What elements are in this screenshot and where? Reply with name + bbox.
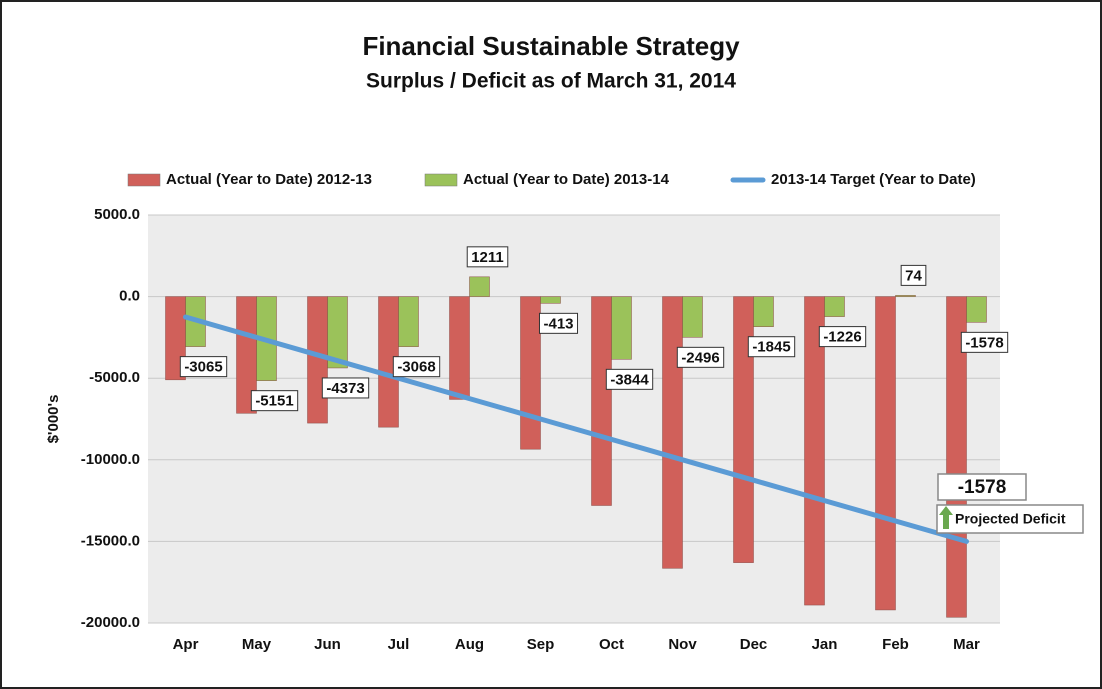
bar <box>824 296 845 317</box>
data-label-box <box>676 346 725 368</box>
data-label-box <box>605 368 654 390</box>
bar <box>449 296 470 400</box>
x-tick-label: Jun <box>314 636 341 653</box>
target-line <box>183 314 969 544</box>
y-tick-label: -10000.0 <box>81 451 140 468</box>
y-tick-label: 5000.0 <box>94 206 140 223</box>
x-tick-label: Apr <box>173 636 199 653</box>
x-tick-label: Dec <box>740 636 768 653</box>
y-tick-label: -15000.0 <box>81 532 140 549</box>
data-label-box <box>900 264 927 286</box>
annotation-box <box>936 504 1084 534</box>
x-tick-label: May <box>242 636 272 653</box>
bar <box>753 296 774 327</box>
bar <box>733 296 754 563</box>
bar <box>591 296 612 506</box>
legend-label: 2013-14 Target (Year to Date) <box>771 171 976 188</box>
x-tick-label: Sep <box>527 636 555 653</box>
bar <box>682 296 703 338</box>
bar <box>398 296 419 347</box>
legend-swatch <box>424 173 458 187</box>
data-label-box <box>466 246 509 268</box>
data-label-box <box>250 390 299 412</box>
chart-title: Financial Sustainable Strategy <box>362 31 740 61</box>
x-tick-label: Jul <box>388 636 410 653</box>
bar <box>804 296 825 606</box>
x-tick-label: Nov <box>668 636 697 653</box>
chart-subtitle: Surplus / Deficit as of March 31, 2014 <box>366 70 736 93</box>
data-label-box <box>818 326 867 348</box>
data-label: 1211 <box>471 249 504 266</box>
data-label: -413 <box>543 315 573 332</box>
bar <box>307 296 328 424</box>
x-tick-label: Aug <box>455 636 484 653</box>
y-tick-label: -5000.0 <box>89 369 140 386</box>
bar <box>469 276 490 297</box>
data-label: 74 <box>905 267 922 284</box>
legend-label: Actual (Year to Date) 2012-13 <box>166 171 372 188</box>
bar <box>520 296 541 450</box>
data-label: -4373 <box>326 380 364 397</box>
data-label: -1578 <box>965 334 1003 351</box>
data-label-box <box>179 356 228 378</box>
annotation-arrow <box>939 506 953 529</box>
data-label: -1226 <box>823 329 861 346</box>
data-label-box <box>960 331 1009 353</box>
annotation-value: -1578 <box>958 477 1007 498</box>
bar <box>327 296 348 369</box>
y-tick-label: -20000.0 <box>81 614 140 631</box>
data-label-box <box>747 336 796 358</box>
data-label: -3844 <box>610 371 649 388</box>
bar <box>895 295 916 297</box>
data-label-box <box>321 377 370 399</box>
data-label: -2496 <box>681 349 719 366</box>
x-tick-label: Mar <box>953 636 980 653</box>
y-axis-label: $'000's <box>45 395 62 444</box>
legend-swatch <box>127 173 161 187</box>
annotation-box <box>937 473 1027 501</box>
plot-area <box>148 215 1000 623</box>
bar <box>662 296 683 569</box>
x-tick-label: Feb <box>882 636 909 653</box>
data-label: -1845 <box>752 339 790 356</box>
data-label: -5151 <box>255 393 293 410</box>
x-tick-label: Oct <box>599 636 624 653</box>
bar <box>966 296 987 323</box>
data-label-box <box>538 312 579 334</box>
data-label: -3065 <box>184 359 222 376</box>
legend-label: Actual (Year to Date) 2013-14 <box>463 171 670 188</box>
data-label: -3068 <box>397 359 435 376</box>
bar <box>875 296 896 611</box>
bar <box>611 296 632 360</box>
data-label-box <box>392 356 441 378</box>
x-tick-label: Jan <box>812 636 838 653</box>
annotation-label: Projected Deficit <box>955 511 1066 527</box>
bar <box>540 296 561 304</box>
y-tick-label: 0.0 <box>119 288 140 305</box>
